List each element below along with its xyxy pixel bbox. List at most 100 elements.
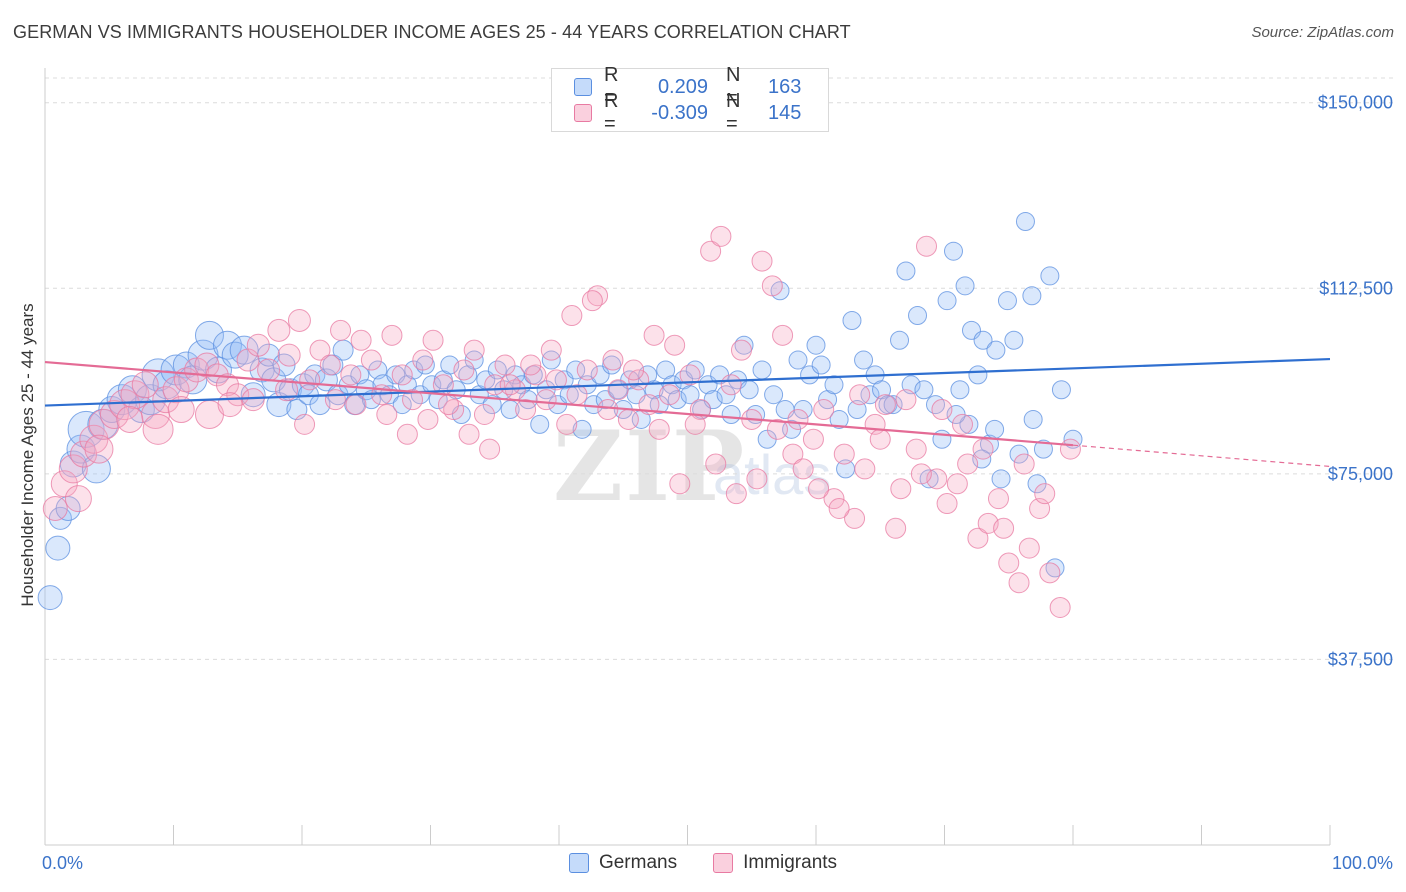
immigrant-point bbox=[381, 324, 403, 346]
german-point bbox=[530, 414, 550, 434]
immigrant-point bbox=[330, 319, 352, 341]
german-point bbox=[1004, 330, 1024, 350]
german-point bbox=[986, 340, 1006, 360]
immigrant-point bbox=[545, 369, 567, 391]
immigrant-point bbox=[215, 373, 239, 397]
immigrant-point bbox=[422, 329, 444, 351]
immigrant-point bbox=[659, 384, 681, 406]
german-point bbox=[788, 350, 808, 370]
immigrant-point bbox=[772, 324, 794, 346]
legend: R = 0.209 N = 163 R = -0.309 N = 145 bbox=[551, 64, 829, 135]
immigrant-point bbox=[267, 318, 291, 342]
immigrant-point bbox=[910, 463, 932, 485]
german-point bbox=[896, 261, 916, 281]
german-point bbox=[997, 291, 1017, 311]
german-point bbox=[973, 330, 993, 350]
x-tick-label: 0.0% bbox=[42, 853, 83, 873]
immigrant-point bbox=[648, 418, 670, 440]
immigrant-point bbox=[84, 434, 114, 464]
immigrant-point bbox=[916, 235, 938, 257]
immigrant-point bbox=[890, 478, 912, 500]
immigrant-point bbox=[746, 468, 768, 490]
immigrant-point bbox=[623, 359, 645, 381]
immigrant-point bbox=[597, 399, 619, 421]
immigrant-point bbox=[576, 359, 598, 381]
german-point bbox=[1015, 212, 1035, 232]
immigrant-point bbox=[766, 418, 788, 440]
bottom-legend-immigrants[interactable]: Immigrants bbox=[713, 852, 837, 874]
immigrant-point bbox=[813, 399, 835, 421]
immigrant-point bbox=[1018, 537, 1040, 559]
chart-title: GERMAN VS IMMIGRANTS HOUSEHOLDER INCOME … bbox=[13, 22, 851, 42]
immigrant-point bbox=[299, 369, 321, 391]
german-point bbox=[45, 535, 71, 561]
german-point bbox=[908, 306, 928, 326]
bottom-legend-germans[interactable]: Germans bbox=[568, 852, 677, 874]
immigrant-point bbox=[751, 250, 773, 272]
immigrant-point bbox=[782, 443, 804, 465]
immigrant-point bbox=[710, 225, 732, 247]
immigrant-point bbox=[617, 408, 639, 430]
german-point bbox=[847, 400, 867, 420]
immigrant-point bbox=[792, 458, 814, 480]
bottom-legend-label: Immigrants bbox=[743, 852, 838, 873]
immigrant-point bbox=[142, 413, 174, 445]
legend-swatch-germans bbox=[574, 78, 592, 96]
immigrant-point bbox=[412, 349, 434, 371]
source-label: Source: ZipAtlas.com bbox=[1251, 24, 1394, 41]
y-tick-label: $75,000 bbox=[1328, 464, 1393, 484]
german-point bbox=[854, 350, 874, 370]
bottom-legend-swatch-germans bbox=[568, 853, 589, 873]
german-point bbox=[793, 400, 813, 420]
german-trend-line bbox=[44, 357, 1331, 407]
german-point bbox=[739, 380, 759, 400]
immigrant-point bbox=[391, 364, 413, 386]
immigrant-trend-line bbox=[44, 360, 1074, 447]
immigrant-point bbox=[294, 413, 316, 435]
immigrant-point bbox=[64, 485, 92, 513]
axes bbox=[44, 68, 1331, 846]
immigrant-point bbox=[885, 517, 907, 539]
watermark-zip: ZIP bbox=[553, 410, 747, 523]
immigrant-point bbox=[287, 308, 311, 332]
german-point bbox=[572, 419, 592, 439]
immigrant-point bbox=[309, 339, 331, 361]
legend-r-label: R = bbox=[604, 90, 619, 135]
german-point bbox=[955, 276, 975, 296]
legend-swatch-immigrants bbox=[574, 104, 592, 122]
legend-n-label: N = bbox=[726, 90, 741, 135]
immigrant-point bbox=[58, 454, 88, 484]
immigrant-point bbox=[540, 339, 562, 361]
immigrant-point bbox=[1039, 562, 1061, 584]
immigrant-point bbox=[246, 333, 270, 357]
german-point bbox=[1040, 266, 1060, 286]
german-point bbox=[1051, 380, 1071, 400]
y-tick-label: $37,500 bbox=[1328, 649, 1393, 669]
immigrant-point bbox=[730, 339, 752, 361]
german-point bbox=[932, 429, 952, 449]
legend-n-label: N = bbox=[726, 64, 741, 109]
immigrant-point bbox=[417, 408, 439, 430]
immigrant-point bbox=[257, 358, 281, 382]
german-point bbox=[221, 341, 249, 369]
x-tick-label: 100.0% bbox=[1332, 853, 1393, 873]
immigrant-point bbox=[679, 364, 701, 386]
immigrant-point bbox=[700, 240, 722, 262]
immigrant-point bbox=[402, 389, 424, 411]
immigrant-trend-extension bbox=[1072, 444, 1331, 468]
immigrant-point bbox=[535, 389, 557, 411]
german-point bbox=[959, 414, 979, 434]
immigrant-point bbox=[972, 438, 994, 460]
german-point bbox=[811, 355, 831, 375]
german-point bbox=[950, 380, 970, 400]
immigrant-point bbox=[275, 378, 299, 402]
german-point bbox=[985, 419, 1005, 439]
german-point bbox=[361, 390, 381, 410]
immigrant-point bbox=[869, 428, 891, 450]
immigrant-point bbox=[643, 324, 665, 346]
immigrant-point bbox=[664, 334, 686, 356]
immigrant-point bbox=[50, 470, 78, 498]
immigrant-point bbox=[581, 290, 603, 312]
german-point bbox=[141, 358, 175, 392]
axis-labels: $150,000 $112,500 $75,000 $37,500 0.0% 100.0%… bbox=[18, 93, 1393, 873]
